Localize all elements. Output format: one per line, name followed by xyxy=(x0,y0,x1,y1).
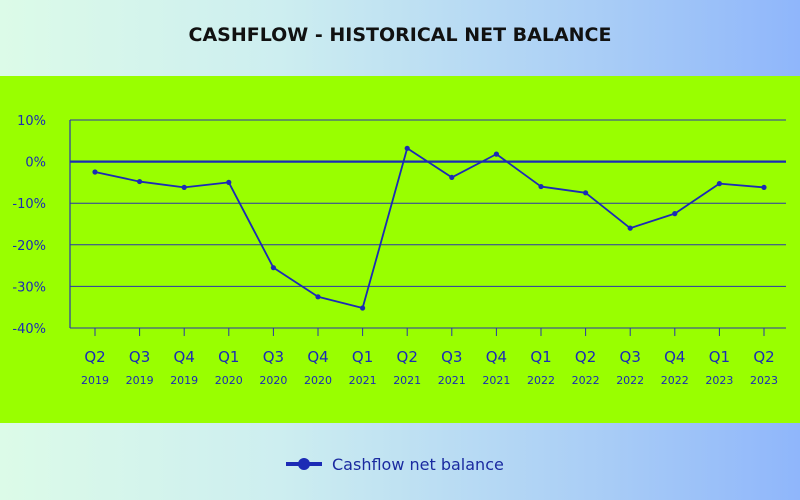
y-tick-label: -20% xyxy=(12,239,46,254)
x-tick-label-year: 2021 xyxy=(349,374,377,387)
data-point xyxy=(627,225,633,231)
x-tick-label-quarter: Q3 xyxy=(129,348,150,366)
x-tick-label-year: 2020 xyxy=(304,374,332,387)
y-tick-label: -10% xyxy=(12,197,46,212)
x-tick-label-year: 2019 xyxy=(170,374,198,387)
x-tick-label-quarter: Q4 xyxy=(486,348,507,366)
data-point xyxy=(226,179,232,185)
x-tick-label-quarter: Q4 xyxy=(174,348,195,366)
data-point xyxy=(404,145,410,151)
data-point xyxy=(716,181,723,187)
data-point xyxy=(538,183,544,190)
x-tick-label-year: 2020 xyxy=(259,374,287,387)
x-tick-label-quarter: Q1 xyxy=(530,348,551,366)
x-tick-label-quarter: Q1 xyxy=(709,348,730,366)
x-tick-label-year: 2022 xyxy=(572,374,600,387)
y-tick-label: -30% xyxy=(12,280,46,295)
data-point xyxy=(137,178,143,185)
x-tick-label-year: 2023 xyxy=(705,374,733,387)
x-tick-label-quarter: Q1 xyxy=(218,348,239,366)
data-point xyxy=(360,305,366,311)
x-tick-label-year: 2022 xyxy=(661,374,689,387)
x-tick-label-year: 2022 xyxy=(527,374,555,387)
data-point xyxy=(672,211,678,217)
y-tick-label: 0% xyxy=(25,156,46,171)
x-tick-label-quarter: Q3 xyxy=(263,348,284,366)
series-line xyxy=(94,147,765,309)
x-tick-label-year: 2023 xyxy=(750,374,778,387)
x-tick-label-quarter: Q2 xyxy=(84,348,105,366)
y-tick-label: -40% xyxy=(12,322,46,337)
chart-title: CASHFLOW - HISTORICAL NET BALANCE xyxy=(188,24,612,46)
data-point xyxy=(181,184,187,190)
legend-label: Cashflow net balance xyxy=(332,454,504,474)
x-tick-label-quarter: Q2 xyxy=(575,348,596,366)
legend-swatch-icon xyxy=(286,458,322,470)
data-point xyxy=(92,169,98,175)
x-tick-label-year: 2021 xyxy=(438,374,466,387)
x-tick-label-quarter: Q2 xyxy=(753,348,774,366)
x-tick-label-year: 2019 xyxy=(126,374,154,387)
x-tick-label-quarter: Q1 xyxy=(352,348,373,366)
x-tick-label-quarter: Q3 xyxy=(620,348,641,366)
data-point xyxy=(583,190,589,196)
x-tick-label-year: 2019 xyxy=(81,374,109,387)
data-point xyxy=(493,151,499,157)
x-tick-label-quarter: Q4 xyxy=(307,348,328,366)
data-point xyxy=(270,265,276,271)
data-point xyxy=(761,184,767,190)
x-tick-label-year: 2021 xyxy=(482,374,510,387)
y-tick-label: 10% xyxy=(17,114,46,129)
x-tick-label-year: 2022 xyxy=(616,374,644,387)
plot-panel: 10% 0% -10% -20% -30% -40% Q2 2019 Q3 2019 Q4 2019 Q… xyxy=(0,76,800,423)
legend: Cashflow net balance xyxy=(0,452,800,476)
x-tick-label-year: 2021 xyxy=(393,374,421,387)
x-tick-label-quarter: Q3 xyxy=(441,348,462,366)
x-tick-label-year: 2020 xyxy=(215,374,243,387)
line-chart: 10% 0% -10% -20% -30% -40% Q2 2019 Q3 2019 Q4 2019 Q… xyxy=(12,114,786,387)
x-tick-label-quarter: Q4 xyxy=(664,348,685,366)
data-point xyxy=(449,174,455,181)
data-point xyxy=(315,294,321,300)
x-tick-label-quarter: Q2 xyxy=(397,348,418,366)
